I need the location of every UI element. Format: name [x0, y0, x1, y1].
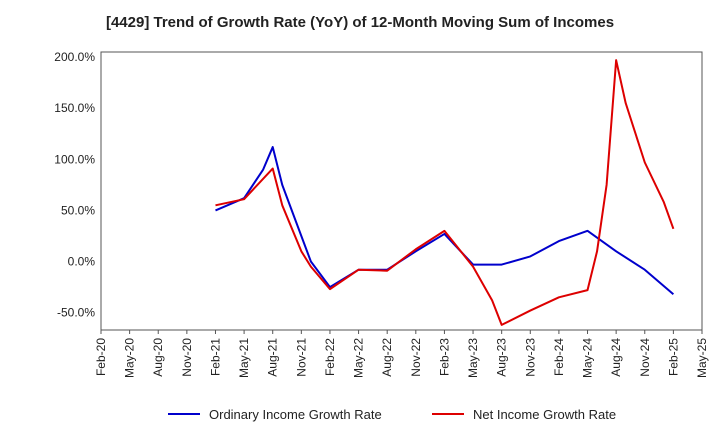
x-tick-label: Feb-22 [323, 338, 337, 376]
x-tick-label: Nov-24 [638, 338, 652, 377]
x-tick-label: Aug-22 [380, 338, 394, 377]
y-tick-label: 150.0% [54, 101, 95, 115]
x-tick-label: Aug-20 [151, 338, 165, 377]
x-tick-label: May-22 [352, 338, 366, 378]
x-tick-label: May-21 [237, 338, 251, 378]
x-tick-label: May-20 [123, 338, 137, 378]
y-tick-label: 50.0% [61, 203, 95, 217]
legend: Ordinary Income Growth Rate Net Income Gr… [168, 407, 616, 422]
y-tick-label: -50.0% [57, 306, 95, 320]
legend-label: Net Income Growth Rate [473, 407, 616, 422]
x-tick-label: Aug-23 [495, 338, 509, 377]
series-layer [215, 59, 675, 326]
y-tick-label: 200.0% [54, 50, 95, 64]
x-tick-label: Nov-21 [294, 338, 308, 377]
x-tick-label: May-25 [695, 338, 709, 378]
x-tick-label: Nov-22 [409, 338, 423, 377]
x-tick-label: May-24 [581, 338, 595, 378]
x-tick-label: May-23 [466, 338, 480, 378]
x-tick-label: Aug-21 [266, 338, 280, 377]
x-tick-label: Feb-20 [94, 338, 108, 376]
x-tick-label: Nov-23 [523, 338, 537, 377]
x-tick-label: Feb-21 [208, 338, 222, 376]
y-tick-label: 0.0% [68, 255, 96, 269]
plot-area [100, 51, 703, 331]
x-tick-label: Aug-24 [609, 338, 623, 377]
x-tick-label: Nov-20 [180, 338, 194, 377]
chart-title: [4429] Trend of Growth Rate (YoY) of 12-… [105, 14, 615, 31]
series-line-net-income [215, 59, 675, 326]
x-tick-label: Feb-25 [666, 338, 680, 376]
legend-label: Ordinary Income Growth Rate [209, 407, 382, 422]
axes-layer: 200.0% 150.0% 100.0% 50.0% 0.0% -50.0% Feb-20 M… [54, 50, 709, 378]
x-tick-label: Feb-23 [437, 338, 451, 376]
y-tick-label: 100.0% [54, 152, 95, 166]
x-tick-label: Feb-24 [552, 338, 566, 376]
